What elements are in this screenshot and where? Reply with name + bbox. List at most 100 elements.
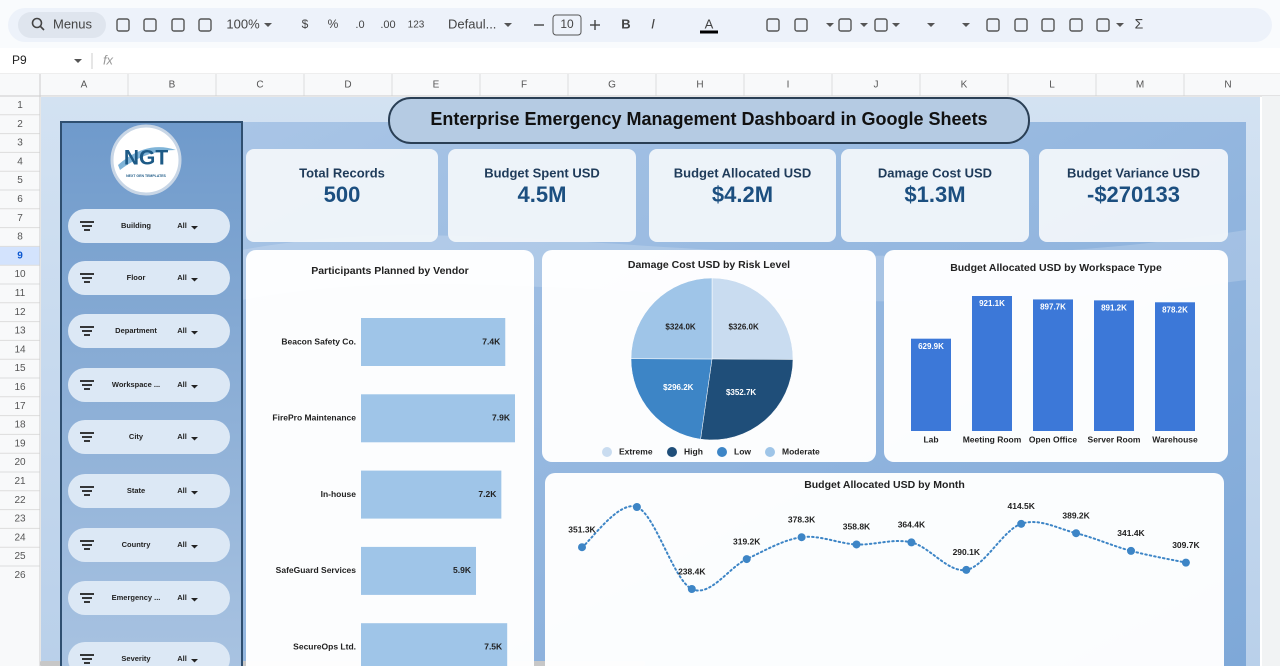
redo-icon[interactable]: [143, 18, 157, 32]
column-header: H: [696, 80, 703, 91]
column-header: M: [1136, 80, 1144, 91]
slice-label: $352.7K: [726, 388, 756, 397]
toolbar-button[interactable]: 10: [560, 17, 574, 31]
dropdown-caret: [860, 23, 868, 27]
dropdown-caret: [264, 23, 272, 27]
value-label: 7.2K: [478, 489, 497, 499]
kpi-label: Damage Cost USD: [878, 165, 992, 180]
row-header: 21: [14, 476, 26, 487]
value-label: 319.2K: [733, 536, 761, 546]
kpi-value: $4.2M: [712, 182, 773, 207]
line-point: [1072, 529, 1081, 538]
row-header: 14: [14, 344, 26, 355]
filter-pill[interactable]: [68, 209, 230, 243]
dropdown-caret: [826, 23, 834, 27]
row-header: 12: [14, 307, 26, 318]
filter-pill[interactable]: [68, 474, 230, 508]
toolbar-button[interactable]: 100%: [226, 16, 260, 31]
font-size-box: [552, 14, 582, 36]
value-label: 309.7K: [1172, 540, 1200, 550]
link-icon[interactable]: [986, 18, 1000, 32]
logo-subtitle: NEXT GEN TEMPLATES: [126, 174, 166, 178]
filter-pill[interactable]: [68, 368, 230, 402]
bar: [361, 546, 477, 595]
row-header: 4: [17, 156, 23, 167]
merge-icon[interactable]: [794, 18, 808, 32]
toolbar-button[interactable]: A: [705, 16, 714, 31]
legend-marker: [717, 447, 727, 457]
valign-icon[interactable]: [874, 18, 888, 32]
filter-views-icon[interactable]: [1096, 18, 1110, 32]
dropdown-caret: [191, 491, 198, 495]
line-point: [578, 543, 586, 552]
print-icon[interactable]: [171, 18, 185, 32]
line-point: [687, 585, 696, 593]
chart-title: Budget Allocated USD by Workspace Type: [950, 262, 1162, 274]
toolbar-button[interactable]: Menus: [53, 16, 93, 31]
line-point: [1017, 519, 1026, 528]
row-header: 23: [14, 514, 26, 525]
line-point: [742, 555, 751, 564]
filter-value: All: [177, 221, 187, 230]
line-point: [962, 565, 971, 574]
filter-pill[interactable]: [68, 261, 230, 295]
toolbar-button[interactable]: .00: [380, 19, 395, 31]
paint-format-icon[interactable]: [198, 18, 212, 32]
filter-pill[interactable]: [68, 420, 230, 454]
borders-icon[interactable]: [766, 18, 780, 32]
column-header-bar: [0, 74, 1280, 96]
filter-pill[interactable]: [68, 528, 230, 562]
name-box: P9: [12, 53, 27, 67]
column-header: J: [874, 80, 879, 91]
dropdown-caret: [927, 23, 935, 27]
filter-icon[interactable]: [1069, 18, 1083, 32]
logo-swoosh: [118, 147, 176, 170]
toolbar-button[interactable]: Defaul...: [448, 16, 496, 31]
kpi-value: -$270133: [1087, 182, 1180, 207]
row-header: 8: [17, 232, 23, 243]
search-icon: [39, 25, 45, 31]
selected-row-header: [0, 246, 40, 266]
legend-label: Low: [734, 446, 751, 456]
filter-pill[interactable]: [68, 642, 230, 666]
undo-icon[interactable]: [116, 18, 130, 32]
value-label: 5.9K: [453, 565, 472, 575]
comment-icon[interactable]: [1014, 18, 1028, 32]
filter-pill[interactable]: [68, 314, 230, 348]
toolbar-button[interactable]: %: [328, 17, 339, 31]
fx-label: fx: [103, 52, 114, 67]
row-header: 22: [14, 495, 26, 506]
filter-pill[interactable]: [68, 581, 230, 615]
line-point: [1181, 558, 1190, 567]
slice-label: $326.0K: [728, 323, 758, 332]
filter-value: All: [177, 593, 187, 602]
line-point: [797, 533, 806, 542]
filter-label: Floor: [127, 273, 146, 282]
search-box[interactable]: [18, 12, 106, 38]
column-header: K: [961, 80, 968, 91]
chart-icon[interactable]: [1041, 18, 1055, 32]
dropdown-caret: [191, 385, 198, 389]
slice-label: $296.2K: [663, 383, 693, 392]
toolbar-button[interactable]: I: [651, 16, 655, 32]
chart-card: [246, 250, 534, 666]
filter-label: Building: [121, 221, 151, 230]
dropdown-caret: [1116, 23, 1124, 27]
dropdown-caret: [962, 23, 970, 27]
toolbar-button[interactable]: Σ: [1135, 16, 1144, 32]
pie-slice: [630, 358, 713, 440]
column-header: B: [169, 80, 176, 91]
filter-value: All: [177, 486, 187, 495]
dropdown-caret: [892, 23, 900, 27]
row-header: 10: [14, 269, 26, 280]
filter-label: Severity: [121, 654, 151, 663]
toolbar-button[interactable]: .0: [355, 19, 364, 31]
pie-slice: [711, 277, 794, 360]
align-icon[interactable]: [838, 18, 852, 32]
legend-label: Moderate: [782, 446, 820, 456]
toolbar-button[interactable]: 123: [408, 20, 425, 31]
toolbar-button[interactable]: $: [302, 17, 309, 31]
toolbar-button[interactable]: B: [621, 16, 630, 31]
row-header-bar: [0, 96, 40, 666]
value-label: 629.9K: [918, 342, 944, 351]
